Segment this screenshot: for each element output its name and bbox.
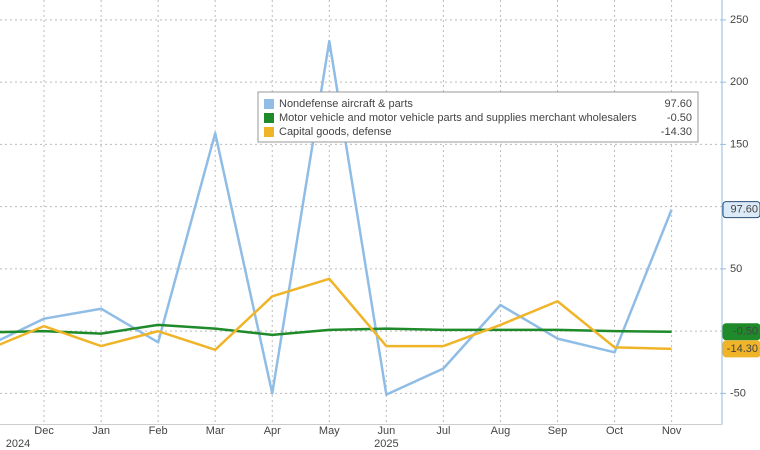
x-tick-label: Feb: [149, 425, 168, 437]
legend-swatch: [264, 99, 274, 109]
legend-label: Capital goods, defense: [279, 126, 392, 138]
x-tick-label: Sep: [548, 425, 568, 437]
legend: Nondefense aircraft & parts 97.60 Motor ve…: [257, 91, 699, 143]
value-tag: -0.50: [722, 323, 760, 341]
legend-value: -14.30: [661, 126, 692, 138]
x-tick-label: May: [319, 425, 340, 437]
x-tick-label: Jun: [377, 425, 395, 437]
value-tag-label: -0.50: [733, 326, 758, 338]
value-tag-label: 97.60: [730, 204, 758, 216]
series-line: [0, 39, 673, 396]
y-tick-label: 150: [730, 138, 748, 150]
value-tag: -14.30: [722, 340, 760, 358]
legend-box: [257, 91, 699, 143]
x-tick-label: Nov: [662, 425, 682, 437]
y-tick-label: -50: [730, 387, 746, 399]
year-label: 2025: [374, 438, 398, 450]
y-tick-label: 200: [730, 76, 748, 88]
x-tick-label: Oct: [606, 425, 623, 437]
x-tick-label: Dec: [34, 425, 54, 437]
x-tick-label: Aug: [491, 425, 511, 437]
year-label: 2024: [6, 438, 30, 450]
x-tick-label: Mar: [206, 425, 225, 437]
value-tag: 97.60: [722, 201, 760, 219]
series-line: [0, 323, 672, 337]
value-tag-label: -14.30: [727, 343, 758, 355]
value-tag-box: [722, 201, 760, 219]
legend-value: 97.60: [664, 98, 692, 110]
x-tick-label: Jul: [436, 425, 450, 437]
y-tick-label: 50: [730, 263, 742, 275]
y-tick-label: 250: [730, 14, 748, 26]
value-tag-box: [722, 323, 760, 341]
legend-swatch: [264, 113, 274, 123]
legend-value: -0.50: [667, 112, 692, 124]
series-line: [0, 277, 672, 352]
x-tick-label: Jan: [92, 425, 110, 437]
legend-swatch: [264, 127, 274, 137]
legend-label: Motor vehicle and motor vehicle parts an…: [279, 112, 637, 124]
legend-label: Nondefense aircraft & parts: [279, 98, 413, 110]
x-tick-label: Apr: [264, 425, 281, 437]
value-tag-box: [722, 340, 760, 358]
